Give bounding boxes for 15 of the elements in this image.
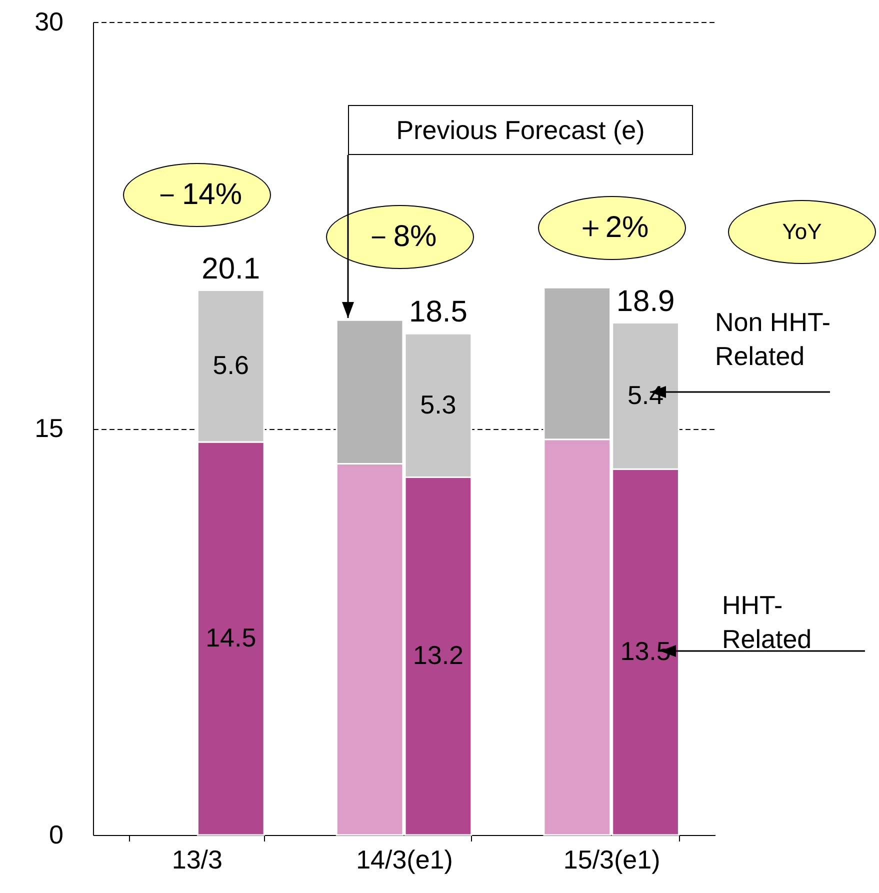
x-tick-label: 14/3(e1) (356, 844, 453, 874)
annotation: 18.9 (616, 284, 675, 318)
annotation: 18.5 (409, 296, 468, 329)
y-tick-label: 0 (49, 820, 64, 850)
data-label: 5.6 (212, 350, 249, 380)
x-tick-label: 15/3(e1) (563, 844, 660, 874)
data-label: 13.2 (412, 640, 464, 670)
y-tick-label: 30 (34, 6, 64, 36)
series-label: Non HHT-Related (715, 306, 832, 373)
data-label: 14.5 (206, 622, 256, 653)
series-label: HHT-Related (722, 589, 813, 656)
x-tick-label: 13/3 (172, 844, 222, 874)
annotation: 20.1 (202, 252, 260, 286)
data-label: 5.3 (420, 389, 456, 420)
y-tick-label: 15 (34, 413, 64, 443)
